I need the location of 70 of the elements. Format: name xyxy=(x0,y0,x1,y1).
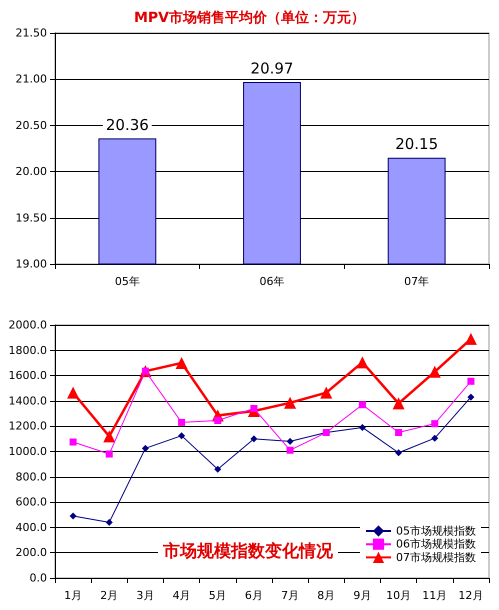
point xyxy=(467,378,474,385)
text: 市场规模指数变化情况 xyxy=(162,542,334,562)
point xyxy=(70,438,77,446)
point xyxy=(467,394,474,401)
y-tick-label: 400.0 xyxy=(16,520,47,534)
y-tick-label: 19.50 xyxy=(16,211,47,224)
point xyxy=(178,432,186,440)
legend-label: 05市场规模指数 xyxy=(396,524,476,538)
point xyxy=(395,449,402,456)
y-tick-label: 0.0 xyxy=(30,572,47,584)
point xyxy=(214,417,222,424)
y-tick-label: 800.0 xyxy=(16,470,47,484)
point xyxy=(176,356,188,369)
x-tick-label: 1月 xyxy=(64,589,82,602)
x-tick-label: 2月 xyxy=(100,589,118,602)
y-tick-label: 600.0 xyxy=(16,496,47,509)
x-tick-label: 11月 xyxy=(422,589,448,602)
x-tick-label: 3月 xyxy=(136,589,154,602)
legend-label: 07市场规模指数 xyxy=(396,550,476,564)
point xyxy=(250,435,258,442)
point xyxy=(178,418,186,426)
y-tick-label: 20.00 xyxy=(16,165,47,178)
legend-label: 06市场规模指数 xyxy=(396,538,476,551)
data-label: 20.36 xyxy=(106,116,149,134)
x-tick-label: 6月 xyxy=(244,589,263,602)
point xyxy=(464,332,477,345)
point xyxy=(286,438,294,445)
point xyxy=(320,386,332,399)
point xyxy=(214,466,222,473)
y-tick-label: 19.00 xyxy=(16,258,47,270)
point xyxy=(286,446,294,454)
point xyxy=(106,450,113,458)
x-tick-label: 8月 xyxy=(317,589,336,602)
point xyxy=(103,430,116,442)
x-tick-label: 9月 xyxy=(353,589,372,602)
y-tick-label: 20.50 xyxy=(16,118,47,132)
point xyxy=(358,424,366,431)
point xyxy=(431,434,438,442)
y-tick-label: 21.00 xyxy=(16,72,47,86)
data-label: 20.15 xyxy=(395,135,438,154)
point xyxy=(392,397,405,410)
x-tick-label: 5月 xyxy=(208,589,227,602)
point xyxy=(284,396,296,409)
point xyxy=(358,401,366,408)
x-tick-label: 07年 xyxy=(404,275,430,288)
x-tick-label: 05年 xyxy=(114,275,140,288)
point xyxy=(70,512,77,520)
x-tick-label: 06年 xyxy=(260,275,284,288)
point xyxy=(250,404,258,412)
point xyxy=(142,444,149,452)
x-tick-label: 12月 xyxy=(458,589,484,602)
x-tick-label: 4月 xyxy=(172,589,191,602)
y-tick-label: 2000.0 xyxy=(8,318,47,332)
chart-title: MPV市场销售平均价（单位：万元） xyxy=(134,9,366,26)
point xyxy=(356,356,368,368)
x-tick-label: 10月 xyxy=(386,589,412,602)
y-tick-label: 1200.0 xyxy=(8,420,47,433)
y-tick-label: 1400.0 xyxy=(8,394,47,408)
y-tick-label: 1000.0 xyxy=(8,445,47,458)
point xyxy=(431,420,438,428)
y-tick-label: 200.0 xyxy=(16,546,47,560)
point xyxy=(428,366,441,378)
y-tick-label: 21.50 xyxy=(16,26,47,40)
y-tick-label: 1600.0 xyxy=(8,369,47,382)
y-tick-label: 1800.0 xyxy=(8,344,47,357)
point xyxy=(67,386,80,399)
point xyxy=(395,429,402,436)
x-tick-label: 7月 xyxy=(281,589,300,602)
point xyxy=(106,518,113,526)
data-label: 20.97 xyxy=(250,59,294,78)
